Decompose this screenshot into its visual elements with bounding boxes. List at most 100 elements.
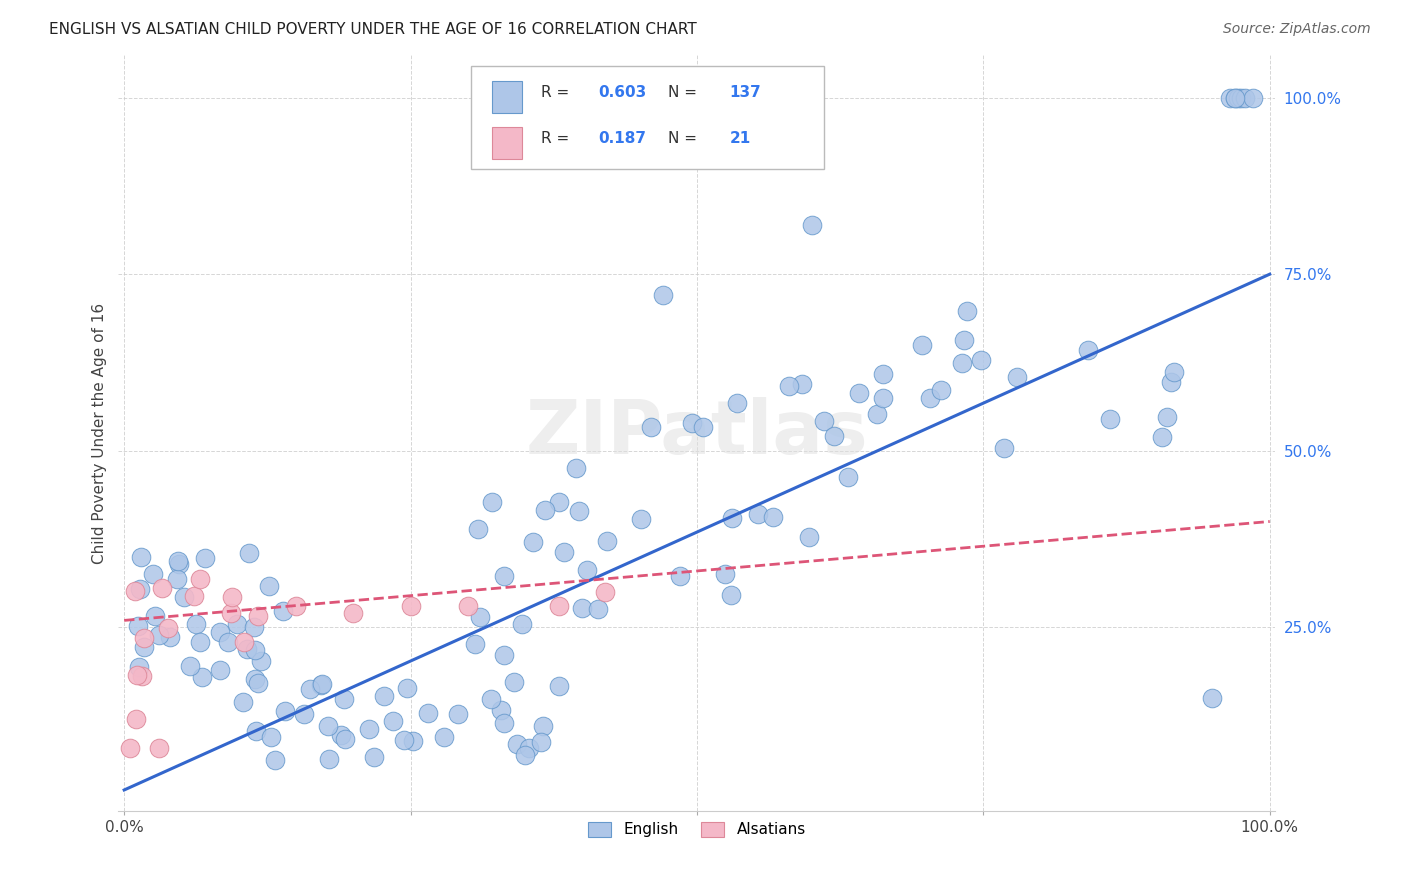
Point (1226, 90, 1249, 104)
Point (156, 621, 179, 635)
FancyBboxPatch shape (471, 67, 824, 169)
Point (209, 625, 232, 640)
Text: ZIPatlas: ZIPatlas (526, 397, 869, 470)
Point (778, 378, 800, 392)
Point (1152, 430, 1174, 444)
Point (1077, 343, 1099, 357)
Point (124, 584, 146, 599)
Text: 0.187: 0.187 (599, 131, 647, 145)
Point (530, 735, 553, 749)
Point (681, 417, 703, 431)
Point (125, 668, 148, 682)
FancyBboxPatch shape (492, 127, 522, 159)
Point (179, 659, 201, 673)
Point (494, 648, 516, 662)
Point (183, 589, 205, 603)
Point (118, 740, 141, 755)
Point (432, 731, 454, 745)
Point (363, 750, 385, 764)
Point (292, 706, 315, 721)
Point (506, 737, 529, 751)
Point (238, 546, 260, 560)
Point (548, 679, 571, 693)
Point (134, 640, 156, 655)
Point (534, 502, 557, 516)
Point (142, 566, 165, 581)
Point (173, 591, 195, 605)
Point (464, 637, 486, 651)
Point (190, 670, 212, 684)
Point (479, 692, 502, 706)
Point (134, 631, 156, 645)
Text: 137: 137 (730, 86, 761, 101)
Point (470, 609, 492, 624)
Point (246, 608, 269, 623)
Point (167, 554, 190, 568)
Point (263, 754, 285, 768)
Point (668, 568, 690, 582)
Point (953, 334, 976, 348)
Point (249, 654, 271, 668)
Point (221, 590, 243, 604)
Point (837, 469, 859, 483)
Point (401, 733, 423, 747)
Point (531, 719, 554, 733)
Point (993, 441, 1015, 455)
Point (186, 617, 208, 632)
Point (245, 724, 267, 739)
Point (416, 706, 439, 720)
Point (271, 604, 294, 618)
Point (725, 396, 748, 410)
Point (166, 572, 188, 586)
Point (918, 392, 941, 406)
Text: 21: 21 (730, 131, 751, 145)
Point (243, 620, 266, 634)
Point (872, 391, 894, 405)
Point (720, 588, 742, 602)
Text: Source: ZipAtlas.com: Source: ZipAtlas.com (1223, 22, 1371, 37)
Point (955, 304, 977, 318)
Point (522, 534, 544, 549)
Point (148, 628, 170, 642)
Text: 0.603: 0.603 (599, 86, 647, 101)
Point (547, 494, 569, 508)
Point (489, 703, 512, 717)
Point (517, 741, 540, 756)
Point (950, 356, 973, 370)
Y-axis label: Child Poverty Under the Age of 16: Child Poverty Under the Age of 16 (93, 302, 107, 564)
Point (285, 599, 308, 614)
Point (243, 642, 266, 657)
Point (332, 691, 354, 706)
Point (129, 582, 152, 596)
Point (208, 663, 231, 677)
Point (1201, 691, 1223, 706)
Point (813, 414, 835, 428)
Point (1233, 90, 1256, 104)
Point (720, 511, 742, 525)
Point (357, 722, 380, 736)
Point (872, 367, 894, 381)
FancyBboxPatch shape (492, 81, 522, 113)
Point (148, 740, 170, 755)
Point (1225, 90, 1247, 104)
Point (481, 494, 503, 508)
Point (236, 641, 259, 656)
Point (447, 707, 470, 722)
Point (392, 732, 415, 747)
Point (515, 747, 537, 762)
Point (747, 508, 769, 522)
Point (571, 600, 593, 615)
Legend: English, Alsatians: English, Alsatians (581, 814, 814, 845)
Point (969, 353, 991, 368)
Point (260, 730, 283, 744)
Point (159, 630, 181, 644)
Point (692, 419, 714, 434)
Point (1219, 90, 1241, 104)
Point (586, 602, 609, 616)
Point (335, 731, 357, 746)
Point (246, 676, 269, 690)
Point (1005, 370, 1028, 384)
Point (225, 617, 247, 632)
Point (373, 690, 395, 704)
Point (243, 672, 266, 686)
